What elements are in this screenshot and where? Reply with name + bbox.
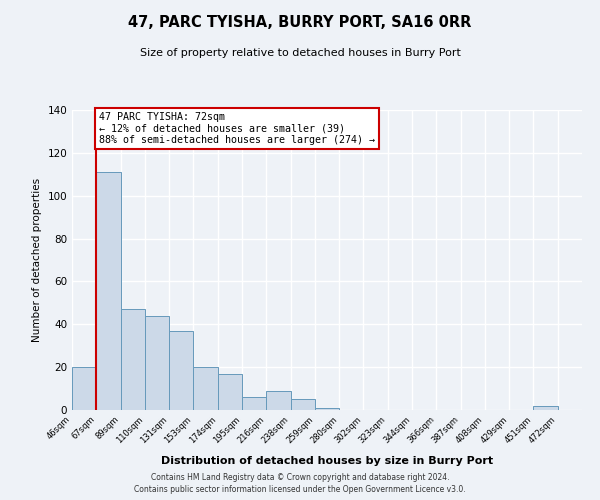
Text: 47, PARC TYISHA, BURRY PORT, SA16 0RR: 47, PARC TYISHA, BURRY PORT, SA16 0RR: [128, 15, 472, 30]
Bar: [145, 316, 169, 410]
Y-axis label: Number of detached properties: Number of detached properties: [32, 178, 42, 342]
Bar: [242, 397, 266, 410]
Bar: [193, 367, 218, 410]
Bar: [72, 367, 96, 410]
Text: Size of property relative to detached houses in Burry Port: Size of property relative to detached ho…: [140, 48, 460, 58]
Bar: [121, 310, 145, 410]
Bar: [266, 390, 290, 410]
Bar: [96, 172, 121, 410]
Text: Contains public sector information licensed under the Open Government Licence v3: Contains public sector information licen…: [134, 485, 466, 494]
Bar: [169, 330, 193, 410]
Bar: [533, 406, 558, 410]
Text: Contains HM Land Registry data © Crown copyright and database right 2024.: Contains HM Land Registry data © Crown c…: [151, 472, 449, 482]
Bar: [218, 374, 242, 410]
Bar: [315, 408, 339, 410]
Bar: [290, 400, 315, 410]
Text: 47 PARC TYISHA: 72sqm
← 12% of detached houses are smaller (39)
88% of semi-deta: 47 PARC TYISHA: 72sqm ← 12% of detached …: [99, 112, 375, 146]
X-axis label: Distribution of detached houses by size in Burry Port: Distribution of detached houses by size …: [161, 456, 493, 466]
